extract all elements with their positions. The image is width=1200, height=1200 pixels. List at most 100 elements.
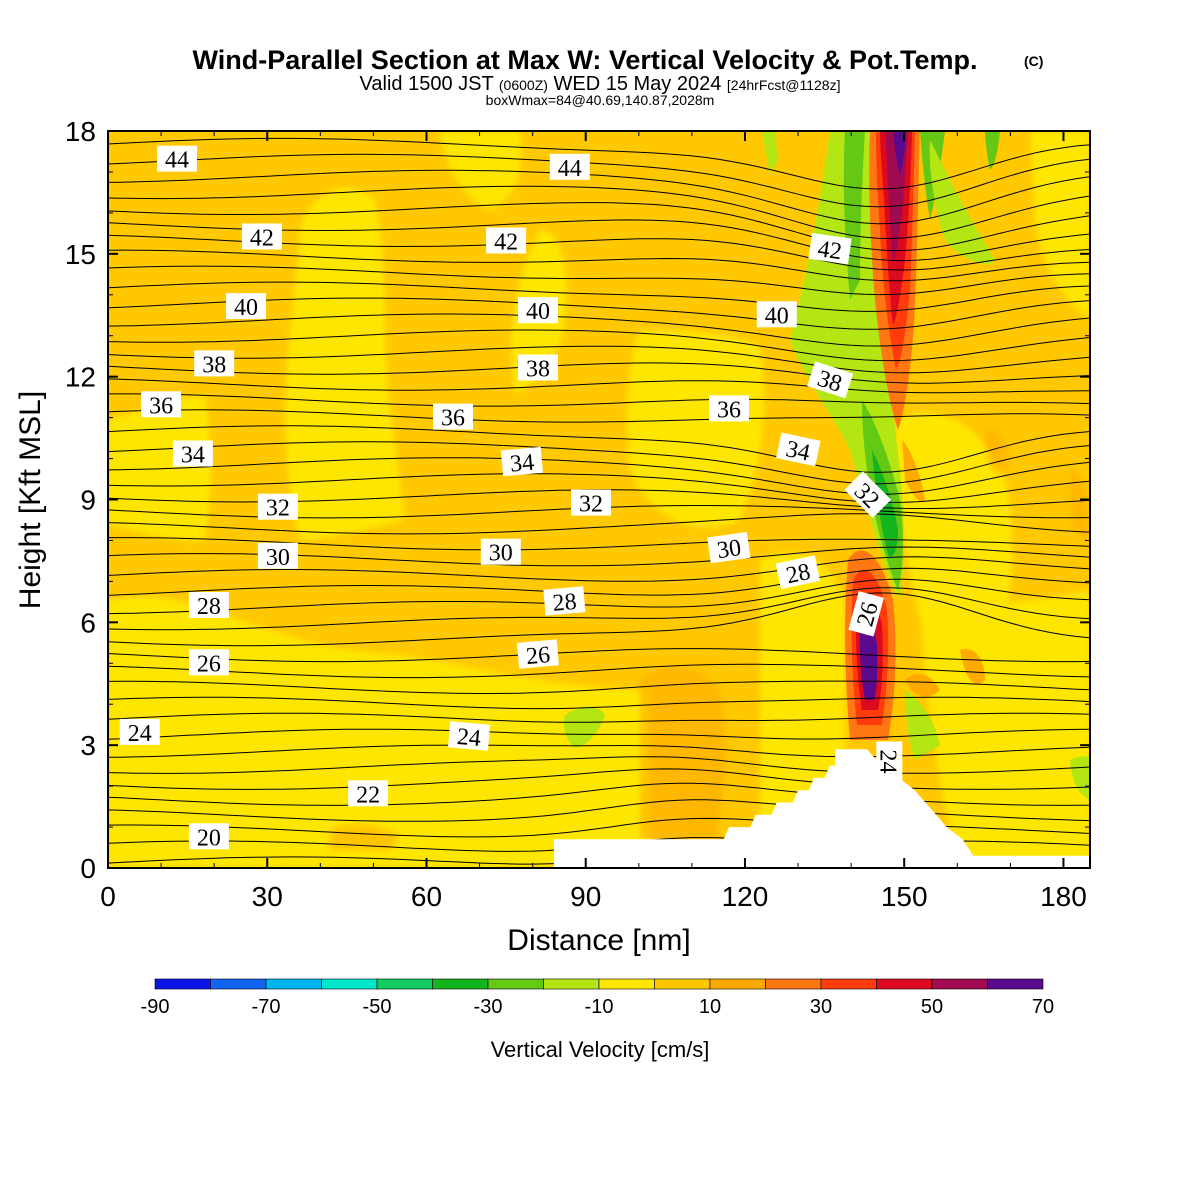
theta-contour-line [108, 393, 1090, 407]
contour-label-text: 44 [165, 148, 189, 174]
theta-contour-line [108, 744, 1090, 758]
contour-label-bg [433, 403, 473, 430]
contour-label: 42 [808, 233, 852, 265]
theta-contour-line [108, 185, 1090, 240]
theta-contour-line [108, 345, 1090, 374]
colorbar-swatch [876, 978, 933, 990]
contour-label: 26 [848, 591, 884, 637]
terrain-mask [108, 749, 1090, 868]
y-tick-label: 3 [80, 730, 96, 761]
theta-contour-line [108, 756, 1090, 774]
theta-contour-line [108, 648, 1090, 663]
wfield-yellow-regions [108, 131, 1090, 868]
theta-contour-line [108, 457, 1090, 495]
colorbar-swatch [987, 978, 1044, 990]
theta-contour-line [108, 728, 1090, 740]
contour-label-text: 22 [356, 782, 380, 808]
theta-contour-line [108, 281, 1090, 312]
contour-label: 30 [707, 531, 751, 564]
contour-label-text: 34 [509, 450, 535, 478]
contour-label-bg [194, 350, 235, 377]
colorbar-swatch [432, 978, 489, 990]
subtitle-zulu: (0600Z) [499, 77, 548, 93]
colorbar-tick-label: 30 [810, 996, 832, 1018]
theta-contour-line [108, 297, 1090, 330]
theta-contour-line [108, 153, 1090, 208]
theta-contour-line [108, 378, 1090, 394]
contour-label-bg [848, 591, 884, 637]
contour-label: 30 [480, 538, 521, 567]
contour-label-text: 38 [202, 352, 226, 378]
contour-label-bg [448, 721, 491, 751]
y-tick-label: 9 [80, 485, 96, 516]
contour-label-text: 28 [784, 559, 813, 589]
contour-label-text: 24 [874, 750, 900, 774]
colorbar-swatch [765, 978, 822, 990]
contour-label: 36 [433, 403, 473, 432]
y-tick-label: 12 [65, 362, 96, 393]
contour-label-bg [348, 780, 389, 807]
contour-label-bg [188, 592, 229, 618]
x-tick-label: 90 [570, 881, 601, 912]
y-tick-label: 15 [65, 239, 96, 270]
x-tick-label: 0 [100, 881, 116, 912]
contour-label-bg [707, 531, 751, 564]
contour-label: 34 [776, 432, 821, 467]
contour-label-bg [188, 823, 229, 850]
contour-label-bg [775, 555, 821, 590]
contour-label-text: 28 [197, 594, 221, 620]
theta-contour-line [108, 137, 1090, 190]
contour-label-bg [257, 493, 298, 520]
colorbar-swatch [709, 978, 766, 990]
contour-label-bg [480, 538, 521, 565]
contour-label-text: 30 [489, 541, 513, 567]
contour-label-text: 42 [816, 236, 843, 265]
colorbar-tick-label: 50 [921, 996, 943, 1018]
theta-contour-line [108, 680, 1090, 694]
colorbar-swatch [654, 978, 711, 990]
contour-label: 42 [241, 223, 282, 252]
contour-label: 26 [516, 639, 559, 670]
colorbar-tick-label: -70 [252, 996, 281, 1018]
contour-label-text: 26 [197, 651, 221, 677]
colorbar-swatch [210, 978, 267, 990]
x-axis: 0 30 60 90 120 150 180 [100, 131, 1087, 912]
contour-label: 20 [188, 823, 229, 851]
theta-contour-line [108, 313, 1090, 347]
contour-label-text: 30 [715, 535, 742, 564]
theta-contour-line [108, 587, 1090, 631]
contour-label: 26 [188, 649, 229, 677]
contour-label: 40 [756, 301, 797, 329]
contour-label-bg [844, 471, 892, 519]
chart-title: Wind-Parallel Section at Max W: Vertical… [193, 45, 978, 75]
theta-contour-line [108, 578, 1090, 615]
contour-label: 36 [709, 395, 749, 423]
contour-label: 44 [549, 153, 590, 182]
contour-label-bg [500, 446, 543, 477]
x-tick-label: 60 [411, 881, 442, 912]
theta-contour-line [108, 663, 1090, 679]
wfield-orange-patches [330, 429, 1089, 850]
contour-label: 24 [448, 721, 491, 752]
theta-contour-line [108, 202, 1090, 252]
colorbar-tick-label: 10 [699, 996, 721, 1018]
x-tick-label: 120 [722, 881, 769, 912]
colorbar-tick-label: 70 [1032, 996, 1054, 1018]
contour-label-text: 24 [456, 724, 482, 752]
contour-label-bg [188, 649, 229, 676]
contour-label-text: 38 [526, 357, 550, 383]
x-tick-label: 30 [252, 881, 283, 912]
x-tick-label: 150 [881, 881, 928, 912]
y-tick-label: 0 [80, 853, 96, 884]
contour-label-text: 40 [234, 295, 258, 321]
plot-area [108, 131, 1090, 868]
theta-contour-line [108, 473, 1090, 504]
colorbar-swatch [487, 978, 544, 990]
contour-label-text: 26 [525, 642, 551, 670]
contour-label-bg [257, 542, 298, 569]
contour-label-bg [157, 145, 197, 172]
contour-label-text: 42 [250, 226, 274, 252]
colorbar-tick-label: -30 [474, 996, 503, 1018]
contour-label: 24 [874, 741, 903, 782]
contour-label: 34 [172, 440, 213, 469]
